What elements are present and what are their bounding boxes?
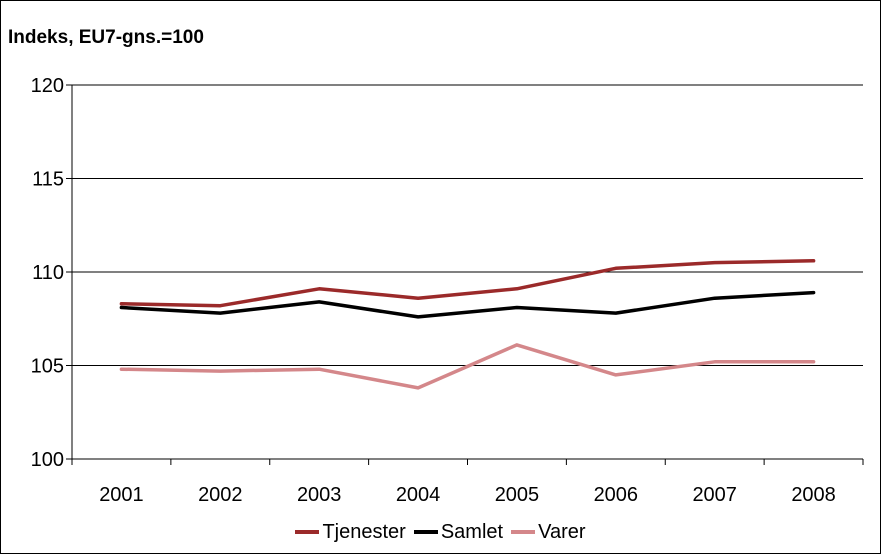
x-tick-label-2004: 2004 (396, 484, 441, 506)
y-tick-label-120: 120 (31, 75, 64, 97)
legend-item-varer: Varer (511, 521, 586, 544)
x-tick-label-2003: 2003 (297, 484, 342, 506)
legend-label: Tjenester (322, 521, 406, 543)
legend-item-samlet: Samlet (413, 521, 504, 544)
legend-item-tjenester: Tjenester (295, 521, 406, 544)
legend: Tjenester Samlet Varer (0, 521, 881, 544)
series-line-samlet (119, 290, 816, 319)
chart-title: Indeks, EU7-gns.=100 (8, 27, 204, 48)
legend-swatch (511, 529, 536, 534)
y-tick-label-105: 105 (31, 356, 64, 378)
series-line-tjenester (119, 259, 816, 308)
x-tick-label-2001: 2001 (99, 484, 144, 506)
x-tick-label-2007: 2007 (692, 484, 737, 506)
y-tick-label-100: 100 (31, 449, 64, 471)
x-tick-label-2005: 2005 (495, 484, 540, 506)
x-tick-label-2006: 2006 (594, 484, 639, 506)
y-tick-label-115: 115 (32, 169, 64, 191)
legend-label: Varer (538, 521, 586, 543)
legend-label: Samlet (440, 521, 504, 543)
series-line-varer (119, 343, 816, 390)
legend-swatch (295, 529, 320, 534)
legend-swatch (413, 529, 438, 534)
x-tick-label-2002: 2002 (198, 484, 243, 506)
x-tick-label-2008: 2008 (791, 484, 836, 506)
y-tick-label-110: 110 (32, 262, 64, 284)
